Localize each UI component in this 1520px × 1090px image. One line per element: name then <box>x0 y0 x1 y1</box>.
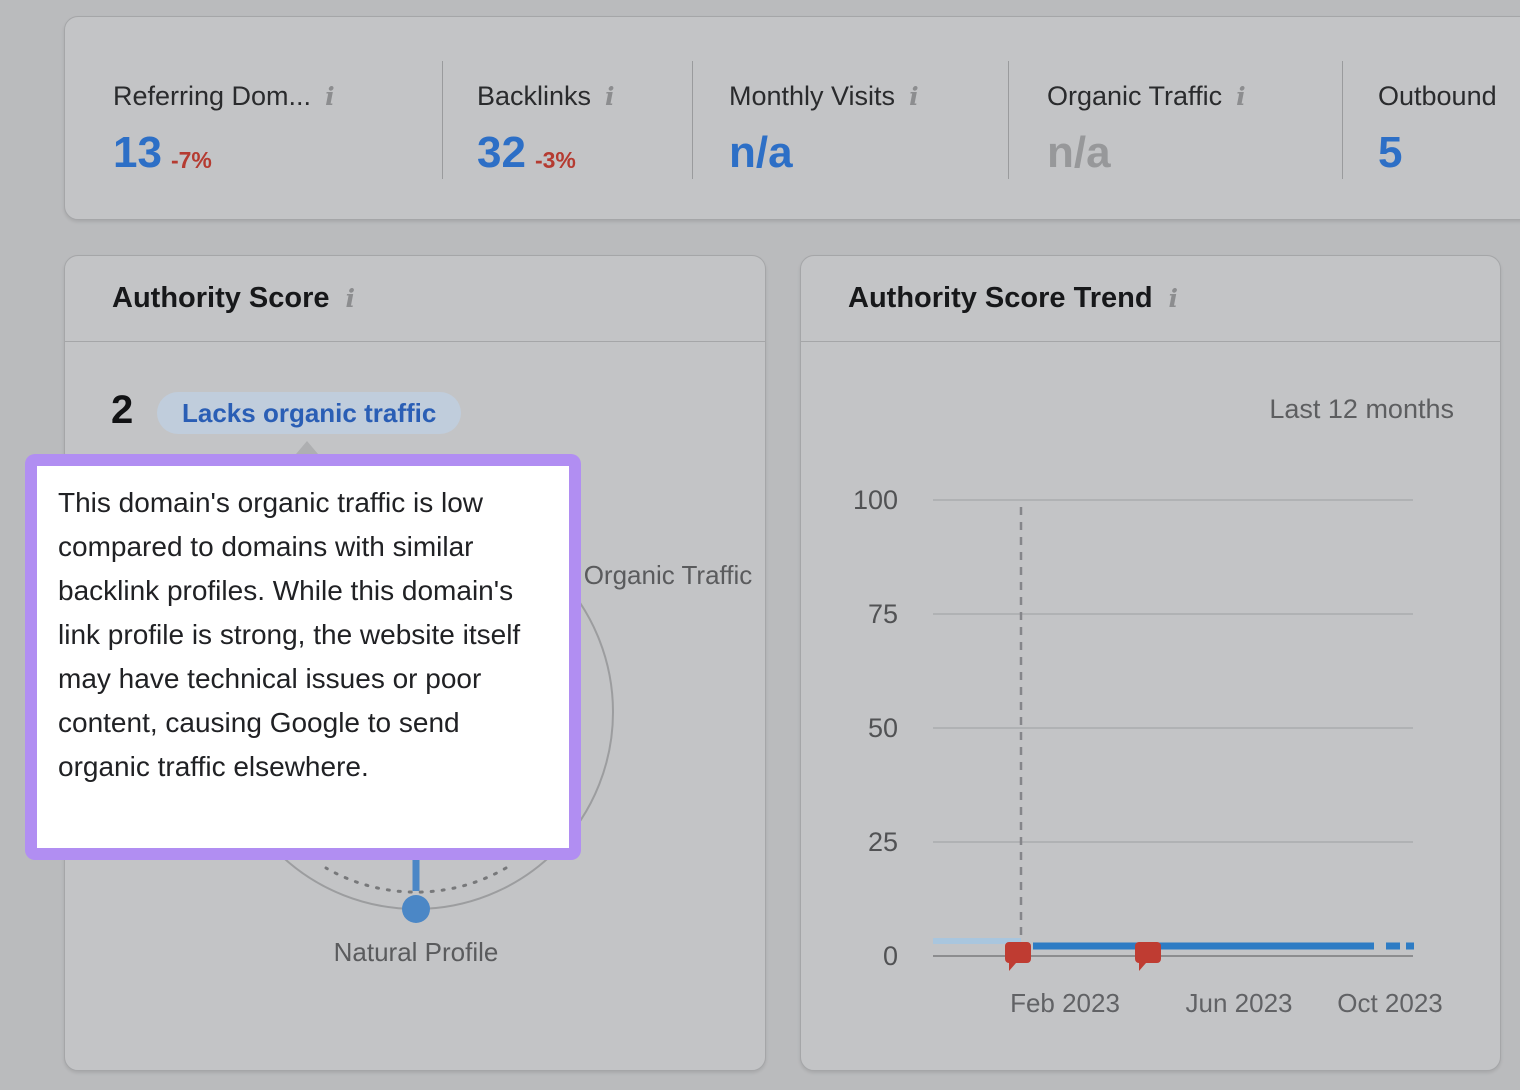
info-icon[interactable]: i <box>1236 82 1246 111</box>
info-icon[interactable]: i <box>1168 284 1179 313</box>
panel-header: Authority Score Trend i <box>801 256 1500 342</box>
metric-change-badge: -7% <box>170 147 212 173</box>
x-tick: Oct 2023 <box>1337 988 1443 1018</box>
metric-label: Monthly Visits <box>729 81 896 111</box>
trend-line-chart <box>933 499 1414 971</box>
axis-label-organic-traffic: Organic Traffic <box>583 560 753 590</box>
metric-label: Backlinks <box>477 81 592 111</box>
period-label: Last 12 months <box>1269 394 1454 424</box>
metric-label: Organic Traffic <box>1047 81 1223 111</box>
divider <box>1008 61 1009 179</box>
divider <box>442 61 443 179</box>
info-icon[interactable]: i <box>909 82 919 111</box>
metrics-summary-bar: Referring Dom... i 13 -7% Backlinks i 32… <box>64 16 1520 220</box>
metric-value: n/a <box>1047 128 1111 177</box>
panel-title: Authority Score Trend <box>848 282 1153 314</box>
x-tick: Jun 2023 <box>1185 988 1293 1018</box>
y-tick: 50 <box>867 713 898 743</box>
metric-change-badge: -3% <box>534 147 576 173</box>
trend-body: Last 12 months 100 75 50 25 0 Feb <box>801 343 1500 1070</box>
metric-value: n/a <box>729 128 793 177</box>
panel-title: Authority Score <box>112 282 330 314</box>
info-icon[interactable]: i <box>345 284 356 313</box>
tooltip-text: This domain's organic traffic is low com… <box>58 487 521 782</box>
divider <box>1342 61 1343 179</box>
metric-value: 32 <box>477 128 526 177</box>
info-icon[interactable]: i <box>605 82 615 111</box>
metric-label: Referring Dom... <box>113 81 312 111</box>
profile-dotted-arc <box>324 866 508 894</box>
x-tick: Feb 2023 <box>1010 988 1120 1018</box>
axis-label-natural-profile: Natural Profile <box>333 937 499 967</box>
y-tick: 100 <box>852 485 898 515</box>
metric-value: 5 <box>1378 128 1403 177</box>
metric-value: 13 <box>113 128 162 177</box>
note-flag-icon[interactable] <box>1005 942 1031 971</box>
divider <box>692 61 693 179</box>
y-tick: 0 <box>882 941 898 971</box>
info-icon[interactable]: i <box>325 82 335 111</box>
score-explanation-tooltip: This domain's organic traffic is low com… <box>25 454 581 860</box>
authority-score-badge: Lacks organic traffic <box>157 392 462 434</box>
y-tick: 75 <box>867 599 898 629</box>
note-flag-icon[interactable] <box>1135 942 1161 971</box>
metric-label: Outbound <box>1378 81 1497 111</box>
authority-score-value: 2 <box>111 388 134 432</box>
natural-profile-dot[interactable] <box>402 895 430 923</box>
authority-score-trend-panel: Authority Score Trend i Last 12 months 1… <box>800 255 1501 1071</box>
y-tick: 25 <box>867 827 898 857</box>
tooltip-caret <box>296 441 318 454</box>
panel-header: Authority Score i <box>65 256 765 342</box>
authority-score-body: 2 Lacks organic traffic Organic Traffic … <box>65 343 765 1070</box>
